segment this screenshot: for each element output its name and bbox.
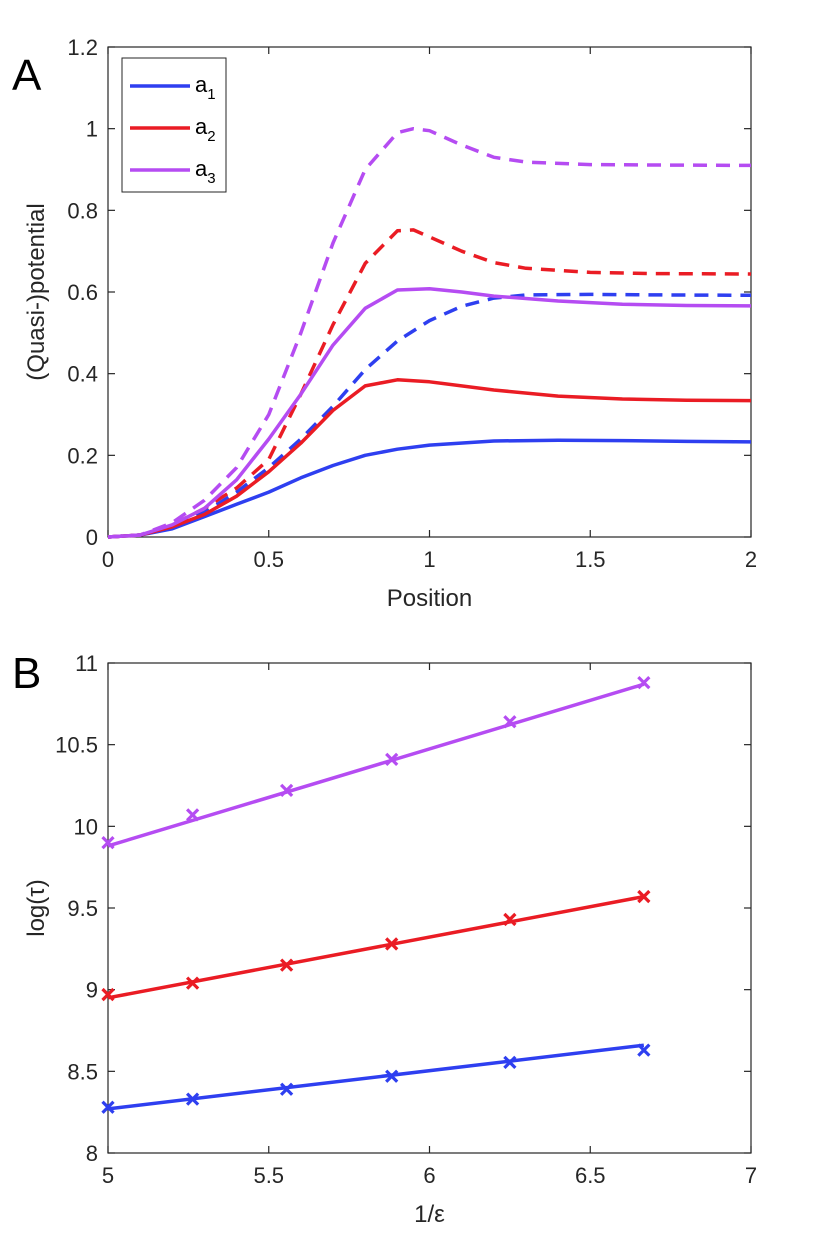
legend-label-a1: a1 xyxy=(195,72,216,103)
x-tick-label: 5.5 xyxy=(253,1163,284,1188)
y-tick-label: 0.8 xyxy=(67,198,98,223)
y-tick-label: 8.5 xyxy=(67,1059,98,1084)
data-point-a3 xyxy=(101,836,115,850)
data-point-a1 xyxy=(637,1043,651,1057)
series-line-a3-solid xyxy=(107,286,752,539)
y-tick-label: 9.5 xyxy=(67,896,98,921)
y-tick-label: 1 xyxy=(86,117,98,142)
series-line-a1-solid xyxy=(107,438,752,539)
y-tick-label: 0.6 xyxy=(67,280,98,305)
plot-frame xyxy=(107,662,752,1154)
x-tick-label: 6 xyxy=(423,1163,435,1188)
fit-line-a1 xyxy=(107,1043,645,1111)
y-tick-label: 8 xyxy=(86,1141,98,1166)
y-tick-label: 0 xyxy=(86,525,98,550)
x-axis-label: Position xyxy=(387,585,472,612)
panel-label-a: A xyxy=(12,51,42,100)
x-tick-label: 0 xyxy=(102,547,114,572)
y-tick-label: 10 xyxy=(74,814,98,839)
data-point-a1 xyxy=(101,1100,115,1114)
data-point-a2 xyxy=(503,912,517,927)
x-axis-label: 1/ε xyxy=(414,1201,445,1228)
y-tick-label: 0.4 xyxy=(67,362,98,387)
data-point-a1 xyxy=(185,1092,200,1106)
x-tick-label: 1 xyxy=(423,547,435,572)
data-point-a3 xyxy=(385,752,399,766)
data-point-a1 xyxy=(279,1082,294,1096)
data-point-a2 xyxy=(185,976,200,990)
fit-line-a3 xyxy=(107,682,645,848)
data-point-a1 xyxy=(385,1069,399,1083)
x-tick-label: 1.5 xyxy=(575,547,606,572)
data-point-a2 xyxy=(101,987,115,1002)
data-point-a3 xyxy=(279,783,294,798)
x-tick-label: 5 xyxy=(102,1163,114,1188)
x-tick-label: 0.5 xyxy=(253,547,284,572)
legend-label-a3: a3 xyxy=(195,156,216,187)
y-axis-label: log(τ) xyxy=(23,879,50,937)
x-tick-label: 7 xyxy=(745,1163,757,1188)
data-point-a3 xyxy=(185,808,200,822)
series-line-a2-solid xyxy=(107,378,752,539)
x-tick-label: 6.5 xyxy=(575,1163,606,1188)
legend: a1 a2 a3 xyxy=(121,57,227,193)
y-tick-label: 10.5 xyxy=(55,733,98,758)
data-point-a2 xyxy=(637,889,651,904)
panel-label-b: B xyxy=(12,649,41,698)
x-tick-label: 2 xyxy=(745,547,757,572)
chart-panel-a: 0 0.5 1 1.5 2 0 0.2 0.4 0.6 0.8 1 1.2 Position (Quasi… xyxy=(23,35,757,612)
data-point-a2 xyxy=(279,958,294,972)
y-tick-label: 11 xyxy=(75,651,98,676)
data-point-a3 xyxy=(503,715,517,729)
y-tick-label: 0.2 xyxy=(67,443,98,468)
fit-line-a2 xyxy=(107,894,645,1000)
chart-panel-b: 5 5.5 6 6.5 7 8 8.5 9 9.5 10 10.5 11 1/ε log(τ) xyxy=(23,651,757,1228)
data-point-a1 xyxy=(503,1055,517,1069)
data-point-a3 xyxy=(637,675,651,690)
y-tick-label: 9 xyxy=(86,978,98,1003)
series-line-a3-dashed xyxy=(107,126,752,539)
y-axis-label: (Quasi-)potential xyxy=(23,203,50,380)
legend-label-a2: a2 xyxy=(195,114,216,145)
data-point-a2 xyxy=(385,937,399,951)
y-tick-label: 1.2 xyxy=(67,35,98,60)
